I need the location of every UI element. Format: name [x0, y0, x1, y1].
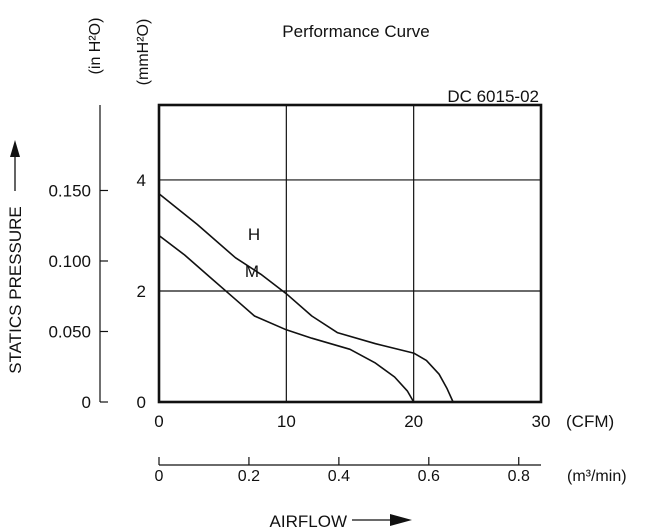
series-line-H: [158, 193, 454, 403]
y-unit-left: (in H²O): [87, 18, 104, 75]
y-tick-label-inch: 0.100: [48, 252, 91, 271]
x-axis-title-arrow-icon: [352, 514, 412, 526]
x2-tick-label: 0.4: [328, 468, 350, 485]
series-label-H: H: [248, 225, 260, 244]
x-tick-label: 30: [532, 412, 551, 431]
x-axis-title: AIRFLOW: [270, 512, 347, 531]
y-tick-label-mm: 4: [137, 171, 146, 190]
y-unit-right: (mmH²O): [135, 19, 152, 86]
x2-tick-label: 0.8: [508, 468, 530, 485]
x-tick-label: 0: [154, 412, 163, 431]
series-line-M: [158, 234, 415, 403]
x2-tick-label: 0.6: [418, 468, 440, 485]
chart-title: Performance Curve: [282, 22, 429, 41]
x-tick-label: 20: [404, 412, 423, 431]
y-axis-title-arrow-icon: [10, 140, 20, 191]
x2-tick-label: 0.2: [238, 468, 260, 485]
y-tick-label-mm: 2: [137, 282, 146, 301]
x-unit-primary: (CFM): [566, 412, 614, 431]
model-label: DC 6015-02: [447, 87, 539, 106]
x2-tick-label: 0: [155, 468, 164, 485]
y-tick-label-inch: 0.150: [48, 181, 91, 200]
y-tick-label-inch: 0: [82, 393, 91, 412]
y-axis-title: STATICS PRESSURE: [6, 206, 25, 374]
y-tick-label-inch: 0.050: [48, 322, 91, 341]
x-tick-label: 10: [277, 412, 296, 431]
plot-frame: [157, 103, 543, 404]
y-tick-label-mm: 0: [137, 393, 146, 412]
x-unit-secondary: (m³/min): [567, 468, 627, 485]
series-label-M: M: [245, 262, 259, 281]
